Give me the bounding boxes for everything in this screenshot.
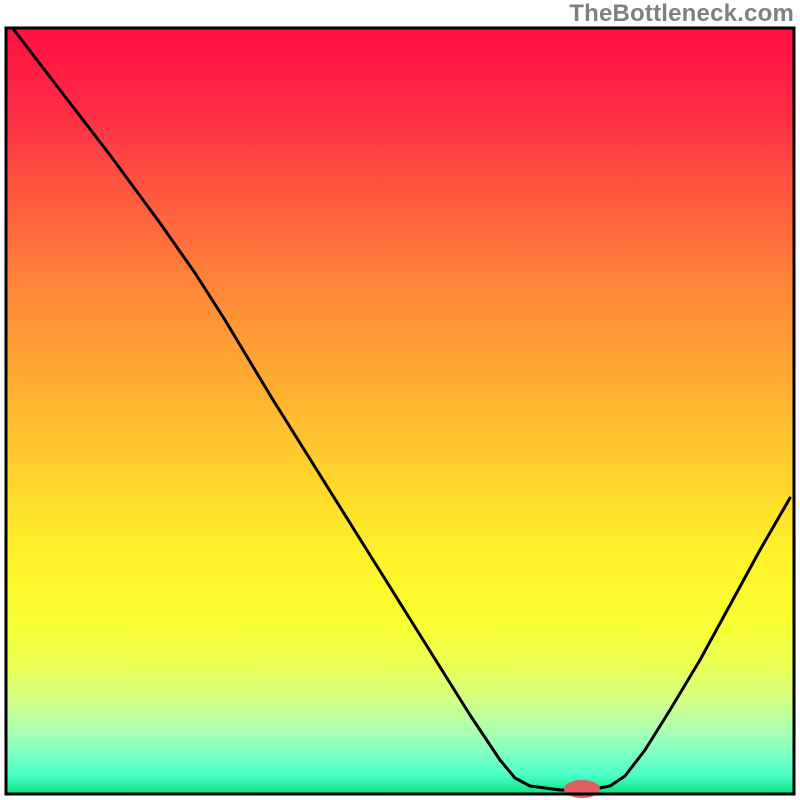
watermark-text: TheBottleneck.com: [569, 0, 794, 28]
chart-svg: [0, 0, 800, 800]
chart-canvas: TheBottleneck.com: [0, 0, 800, 800]
gradient-area: [6, 28, 794, 794]
